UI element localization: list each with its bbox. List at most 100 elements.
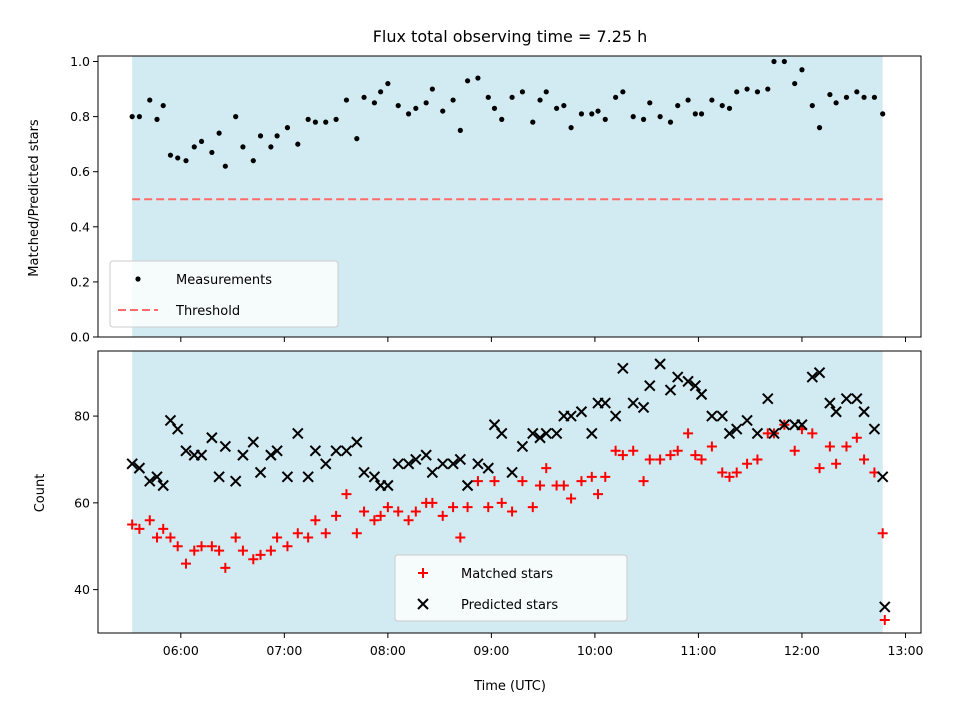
measurement-point [543, 89, 549, 95]
measurement-point [854, 89, 860, 95]
measurement-point [744, 86, 750, 92]
bottom-panel-ylabel: Count [33, 474, 48, 513]
measurement-point [647, 100, 653, 106]
x-axis-label: Time (UTC) [473, 679, 546, 694]
y-tick-label: 1.0 [70, 54, 90, 69]
matched-point [172, 541, 183, 552]
measurement-point [734, 89, 740, 95]
measurement-point [692, 111, 698, 117]
predicted-point [164, 414, 177, 427]
count-panel: 40 60 80 06:00 07:00 08:00 09:00 10:00 11:00 12:0… [74, 350, 924, 658]
matched-point [628, 445, 639, 456]
measurement-point [485, 94, 491, 100]
predicted-point [654, 358, 666, 370]
predicted-point [392, 458, 404, 470]
matched-point [742, 458, 753, 469]
measurement-point [613, 94, 619, 100]
matched-point [690, 450, 701, 461]
predicted-point [144, 475, 156, 487]
measurement-point [561, 102, 567, 109]
measurement-point [209, 149, 215, 156]
predicted-point [599, 397, 611, 409]
matched-point [341, 489, 352, 500]
matched-point [814, 463, 825, 474]
predicted-point [340, 445, 353, 457]
matched-point [410, 506, 421, 517]
legend-box [394, 554, 628, 622]
x-tick-label: 08:00 [370, 643, 406, 658]
predicted-point [180, 445, 192, 457]
series-predicted-stars [126, 358, 889, 492]
matched-point [576, 476, 587, 487]
matched-point [586, 471, 597, 482]
matched-point [351, 528, 362, 539]
matched-point [535, 480, 546, 491]
measurement-point [509, 94, 515, 100]
matched-point [310, 515, 321, 526]
measurement-point [440, 108, 446, 114]
x-tick-label: 07:00 [266, 643, 302, 658]
measurement-point [537, 97, 543, 103]
predicted-point [302, 471, 314, 483]
predicted-point [586, 427, 598, 440]
predicted-point [840, 393, 853, 405]
measurement-point [175, 155, 181, 161]
predicted-point [796, 419, 808, 431]
predicted-point [609, 410, 622, 422]
predicted-point [133, 462, 146, 474]
predicted-point [206, 432, 218, 444]
measurement-point [295, 141, 301, 147]
predicted-point [219, 440, 232, 453]
measurement-point [602, 116, 608, 122]
measurement-point [167, 152, 174, 158]
matched-point [214, 545, 225, 556]
series-matched-stars [127, 419, 888, 573]
predicted-point [265, 449, 277, 461]
matched-point [483, 502, 494, 513]
predicted-point [813, 366, 826, 379]
measurement-point [827, 91, 833, 98]
measurement-point [371, 100, 378, 106]
predicted-point [247, 436, 259, 448]
legend-marker-dot [135, 276, 141, 282]
predicted-point [876, 471, 889, 483]
predicted-point [447, 458, 459, 470]
predicted-point [281, 471, 294, 483]
measurement-point [640, 116, 647, 122]
measurement-point [198, 138, 205, 145]
matched-point [507, 506, 518, 517]
measurement-point [160, 102, 166, 109]
measurement-point [765, 86, 771, 92]
axes-frame [97, 350, 922, 634]
measurement-point [843, 94, 850, 100]
y-tick-label: 0.0 [70, 330, 90, 345]
matched-point [496, 497, 507, 508]
matched-point [158, 523, 169, 534]
predicted-point [351, 436, 363, 448]
legend: Measurements Threshold [109, 260, 339, 328]
matched-point [831, 458, 842, 469]
top-panel-ylabel: Matched/Predicted stars [27, 119, 42, 277]
measurement-point [554, 105, 560, 111]
predicted-point [565, 410, 577, 422]
matched-point [517, 476, 528, 487]
measurement-point [305, 116, 311, 122]
y-tick-label: 40 [74, 582, 90, 597]
matched-point [644, 454, 655, 465]
measurement-point [423, 100, 429, 106]
measurement-point [413, 105, 419, 111]
predicted-point [723, 427, 736, 440]
measurement-point [222, 163, 228, 169]
predicted-point [540, 427, 552, 440]
ratio-panel: 0.0 0.2 0.4 0.6 0.8 1.0 Measurements Threshold [70, 54, 922, 345]
measurement-point [657, 114, 663, 120]
predicted-point [254, 466, 267, 479]
measurement-point [726, 105, 733, 111]
matched-point [189, 545, 200, 556]
matched-point [282, 541, 293, 552]
predicted-point [330, 445, 342, 457]
measurement-point [861, 94, 867, 100]
measurement-point [154, 116, 160, 122]
matched-point [427, 497, 438, 508]
